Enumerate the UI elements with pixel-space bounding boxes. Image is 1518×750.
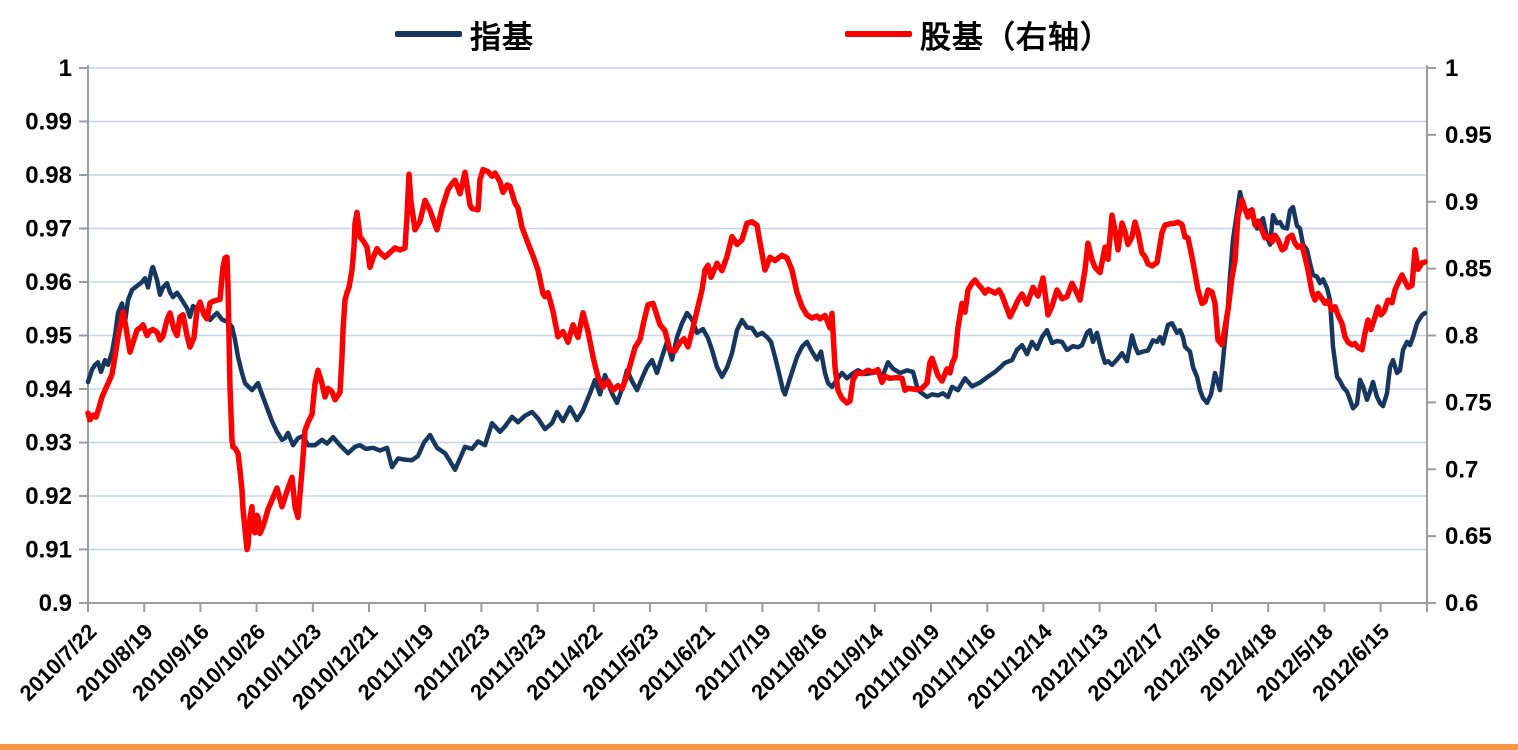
left-axis-tick-label: 0.91 (25, 537, 72, 564)
legend-label-index-funds: 指基 (470, 19, 534, 55)
legend-line-swatch-blue (395, 31, 462, 37)
right-axis-tick-label: 0.95 (1445, 122, 1492, 149)
right-axis-tick-label: 0.75 (1445, 389, 1492, 416)
left-axis-tick-label: 0.9 (39, 590, 72, 617)
left-axis-tick-label: 0.95 (25, 323, 72, 350)
legend-item-index-funds[interactable]: 指基 (395, 14, 534, 55)
legend-label-equity-funds: 股基（右轴） (920, 19, 1112, 55)
series-line-equity-funds[interactable] (85, 166, 1428, 553)
axes: 10.990.980.970.960.950.940.930.920.910.9… (15, 55, 1492, 714)
left-axis-tick-label: 0.99 (25, 109, 72, 136)
legend-line-swatch-red (845, 31, 912, 37)
right-axis-tick-label: 0.7 (1445, 456, 1478, 483)
right-axis-tick-label: 0.6 (1445, 590, 1478, 617)
right-axis-tick-label: 0.9 (1445, 189, 1478, 216)
left-axis-tick-label: 0.98 (25, 162, 72, 189)
left-axis-tick-label: 0.92 (25, 483, 72, 510)
left-axis-tick-label: 0.97 (25, 216, 72, 243)
right-axis-tick-label: 0.85 (1445, 256, 1492, 283)
left-axis-tick-label: 1 (59, 55, 72, 82)
bottom-accent-bar (0, 744, 1518, 750)
left-axis-tick-label: 0.93 (25, 430, 72, 457)
right-axis-tick-label: 0.65 (1445, 523, 1492, 550)
right-axis-tick-label: 0.8 (1445, 323, 1478, 350)
legend-item-equity-funds[interactable]: 股基（右轴） (845, 14, 1112, 55)
left-axis-tick-label: 0.94 (25, 376, 72, 403)
left-axis-tick-label: 0.96 (25, 269, 72, 296)
right-axis-tick-label: 1 (1445, 55, 1458, 82)
